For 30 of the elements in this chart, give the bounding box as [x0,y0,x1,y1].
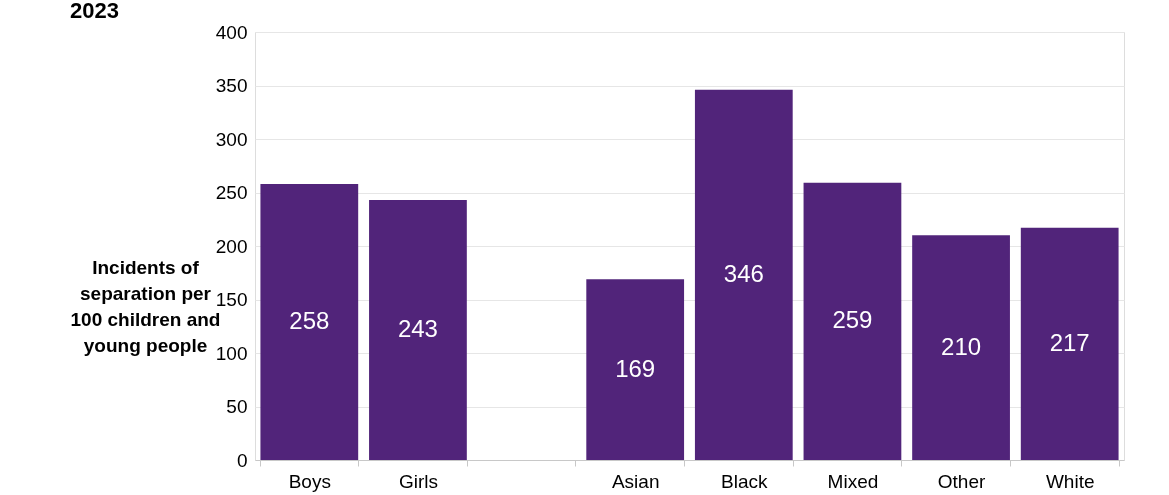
x-tick-label: Mixed [827,470,879,492]
bar [586,279,685,460]
bar [912,235,1010,460]
bar [369,199,467,460]
bar [260,183,359,460]
x-tick-label: White [1045,470,1095,492]
x-tick-label: Asian [611,470,660,492]
x-tick-label: Black [721,470,769,492]
data-label: 217 [1049,328,1090,356]
bar [1020,227,1119,460]
data-label: 169 [615,354,656,382]
y-tick-label: 300 [215,128,248,150]
y-tick-label: 250 [215,182,248,203]
y-tick-label: 150 [215,289,248,310]
bar [694,89,793,460]
data-label: 258 [289,306,330,334]
bar [803,182,902,460]
chart-title: 2023 [70,0,119,23]
y-tick-label: 0 [236,449,248,471]
data-label: 346 [723,259,764,287]
data-label: 210 [941,332,982,360]
data-label: 243 [397,314,438,342]
x-tick-label: Other [937,470,986,492]
y-tick-label: 400 [215,21,248,43]
y-tick-label: 200 [215,235,248,257]
x-tick-label: Girls [398,470,438,492]
y-tick-label: 50 [226,396,248,417]
x-tick-label: Boys [288,470,331,492]
y-tick-label: 350 [215,75,248,96]
data-label: 259 [832,306,873,334]
